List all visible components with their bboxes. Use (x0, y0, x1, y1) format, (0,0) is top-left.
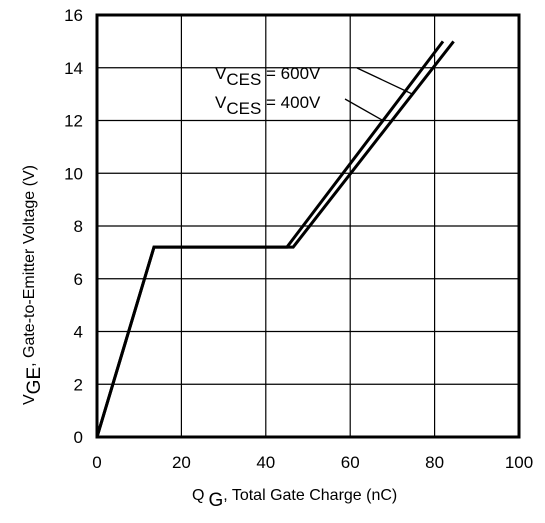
annotation-leader-600v (356, 67, 413, 95)
y-tick-labels: 0 2 4 6 8 10 12 14 16 (64, 6, 83, 447)
annotation-400v: VCES = 400V (215, 93, 321, 118)
plot-frame (95, 13, 521, 439)
y-tick-label-8: 16 (64, 6, 83, 25)
y-tick-label-1: 2 (74, 375, 83, 394)
annotation-leader-400v (344, 98, 384, 122)
x-tick-labels: 0 20 40 60 80 100 (92, 453, 533, 472)
y-tick-label-6: 12 (64, 112, 83, 131)
y-tick-label-2: 4 (74, 323, 83, 342)
series-line-400v (95, 40, 445, 438)
x-tick-label-4: 80 (425, 453, 444, 472)
y-axis-title: VGE, Gate-to-Emitter Voltage (V) (21, 165, 45, 405)
x-tick-label-3: 60 (341, 453, 360, 472)
y-tick-label-7: 14 (64, 59, 83, 78)
x-tick-label-2: 40 (256, 453, 275, 472)
y-tick-label-0: 0 (74, 428, 83, 447)
annotation-600v: VCES = 600V (215, 64, 321, 89)
y-tick-label-4: 8 (74, 217, 83, 236)
x-tick-label-5: 100 (505, 453, 533, 472)
y-tick-label-3: 6 (74, 270, 83, 289)
x-tick-label-1: 20 (172, 453, 191, 472)
x-axis-title: Q G, Total Gate Charge (nC) (192, 487, 397, 511)
y-tick-label-5: 10 (64, 164, 83, 183)
series-group (95, 40, 455, 438)
x-tick-label-0: 0 (92, 453, 101, 472)
